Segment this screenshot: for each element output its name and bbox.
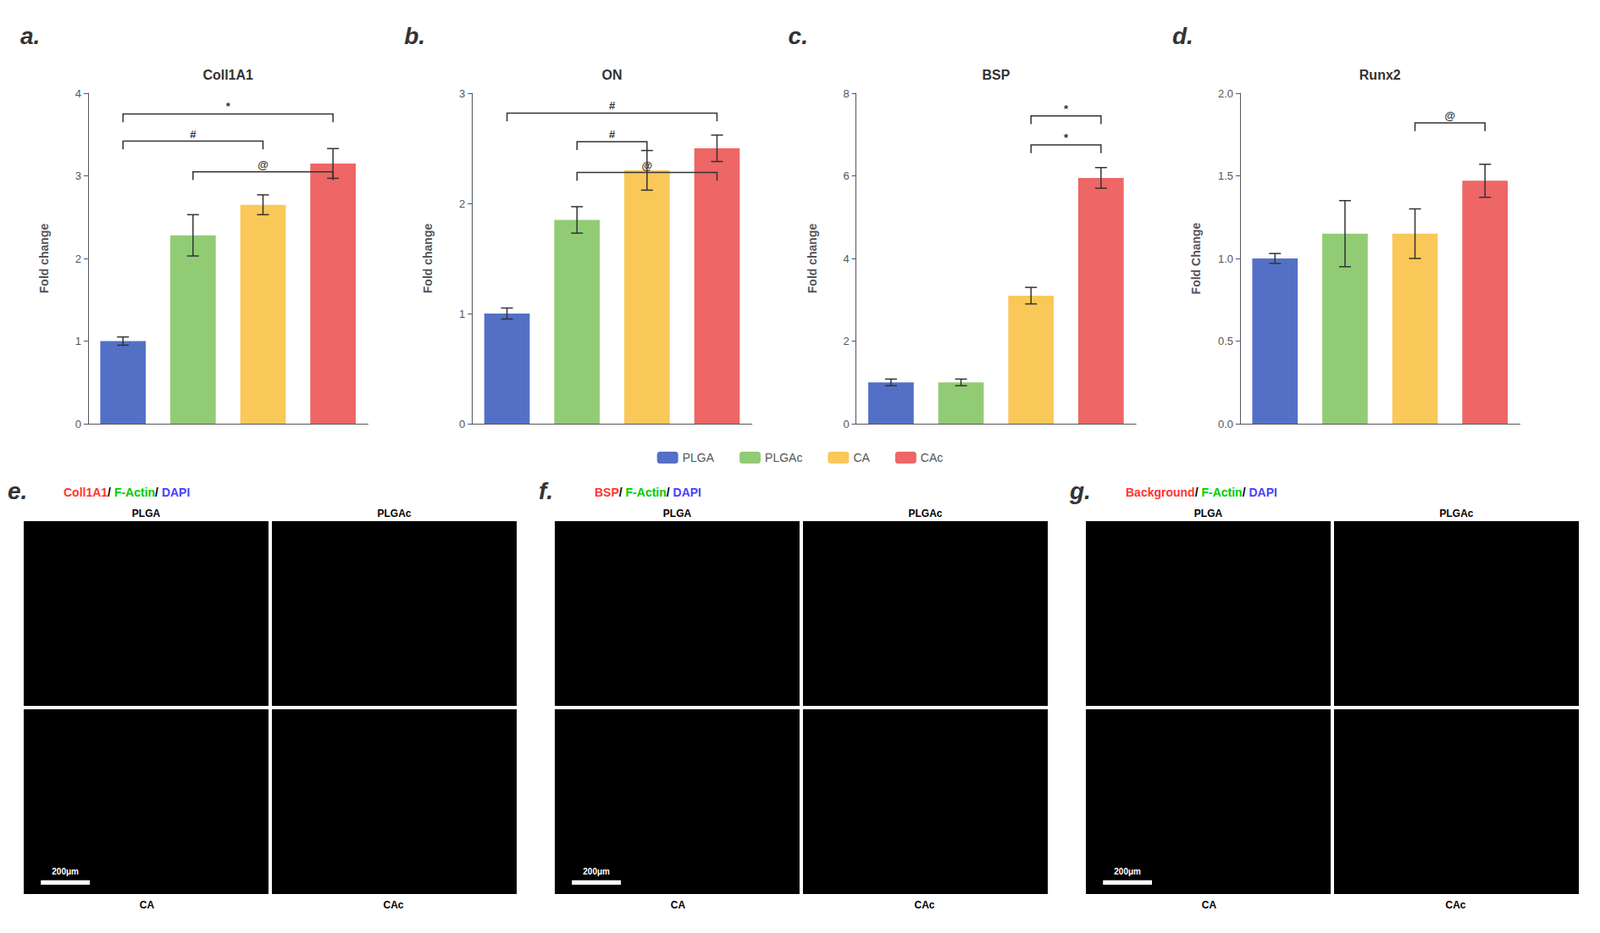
svg-text:/: / [1242,485,1250,499]
svg-text:PLGAc: PLGAc [1439,507,1473,520]
svg-text:1: 1 [75,334,82,348]
svg-text:/: / [155,485,162,499]
svg-text:PLGA: PLGA [663,507,693,520]
svg-text:4: 4 [75,87,82,100]
svg-text:Coll1A1: Coll1A1 [202,67,254,83]
svg-text:Fold change: Fold change [805,223,820,294]
svg-text:Runx2: Runx2 [1359,67,1401,83]
svg-text:1: 1 [459,307,466,321]
svg-text:PLGAc: PLGAc [907,507,942,520]
svg-text:1.0: 1.0 [1217,252,1234,266]
svg-text:CAc: CAc [1444,898,1466,911]
svg-text:PLGAc: PLGAc [376,507,411,520]
svg-text:0: 0 [842,417,849,431]
svg-text:200μm: 200μm [1113,866,1141,876]
svg-text:BSP: BSP [594,485,620,499]
svg-text:PLGA: PLGA [1194,507,1224,520]
svg-text:F-Actin: F-Actin [625,485,667,499]
svg-text:#: # [189,127,197,141]
svg-text:3: 3 [75,169,82,183]
svg-text:200μm: 200μm [51,866,79,876]
svg-text:b.: b. [404,22,426,50]
svg-text:ON: ON [602,67,623,83]
svg-text:PLGA: PLGA [132,507,161,520]
svg-text:c.: c. [788,22,809,50]
svg-text:Background: Background [1125,485,1196,499]
svg-text:0.5: 0.5 [1217,334,1234,348]
svg-text:200μm: 200μm [582,866,610,876]
svg-text:3: 3 [459,87,466,100]
svg-text:PLGAc: PLGAc [764,450,803,465]
svg-text:DAPI: DAPI [673,485,702,499]
svg-text:1.5: 1.5 [1217,169,1234,183]
svg-text:0: 0 [75,417,82,431]
svg-text:2: 2 [459,197,466,211]
svg-text:@: @ [1444,109,1457,122]
svg-text:d.: d. [1172,22,1194,50]
svg-text:4: 4 [842,252,849,266]
svg-text:8: 8 [842,87,849,100]
svg-text:DAPI: DAPI [1248,485,1277,499]
svg-text:2: 2 [75,252,82,266]
svg-text:*: * [1063,102,1069,116]
svg-text:/: / [107,485,115,499]
svg-text:CAc: CAc [920,450,943,465]
svg-text:2: 2 [842,334,849,348]
svg-text:6: 6 [842,169,849,183]
svg-text:DAPI: DAPI [161,485,190,499]
svg-text:Coll1A1: Coll1A1 [63,485,108,499]
svg-text:@: @ [257,158,269,172]
svg-text:/: / [1195,485,1202,499]
svg-text:Fold change: Fold change [37,223,51,294]
svg-text:e.: e. [7,477,28,504]
svg-text:CA: CA [1201,898,1218,911]
svg-text:#: # [608,99,616,112]
svg-text:0: 0 [459,417,466,431]
svg-text:*: * [1063,131,1069,144]
svg-text:f.: f. [538,477,554,504]
svg-text:0.0: 0.0 [1217,417,1234,431]
svg-text:CAc: CAc [913,898,935,911]
svg-text:/: / [619,485,626,499]
svg-text:PLGA: PLGA [682,450,715,465]
svg-text:a.: a. [20,22,40,50]
svg-text:/: / [666,485,674,499]
svg-text:g.: g. [1068,477,1091,504]
svg-text:2.0: 2.0 [1217,87,1234,100]
svg-text:#: # [608,127,616,141]
svg-text:CA: CA [852,450,870,465]
svg-text:CAc: CAc [382,898,404,911]
svg-text:BSP: BSP [981,67,1010,83]
svg-text:Fold change: Fold change [420,223,435,294]
svg-text:CA: CA [670,898,687,911]
svg-text:Fold Change: Fold Change [1189,221,1203,294]
svg-text:@: @ [642,159,654,172]
svg-text:CA: CA [139,898,156,911]
svg-text:F-Actin: F-Actin [1201,485,1242,499]
svg-text:*: * [226,99,232,113]
svg-text:F-Actin: F-Actin [114,485,156,499]
